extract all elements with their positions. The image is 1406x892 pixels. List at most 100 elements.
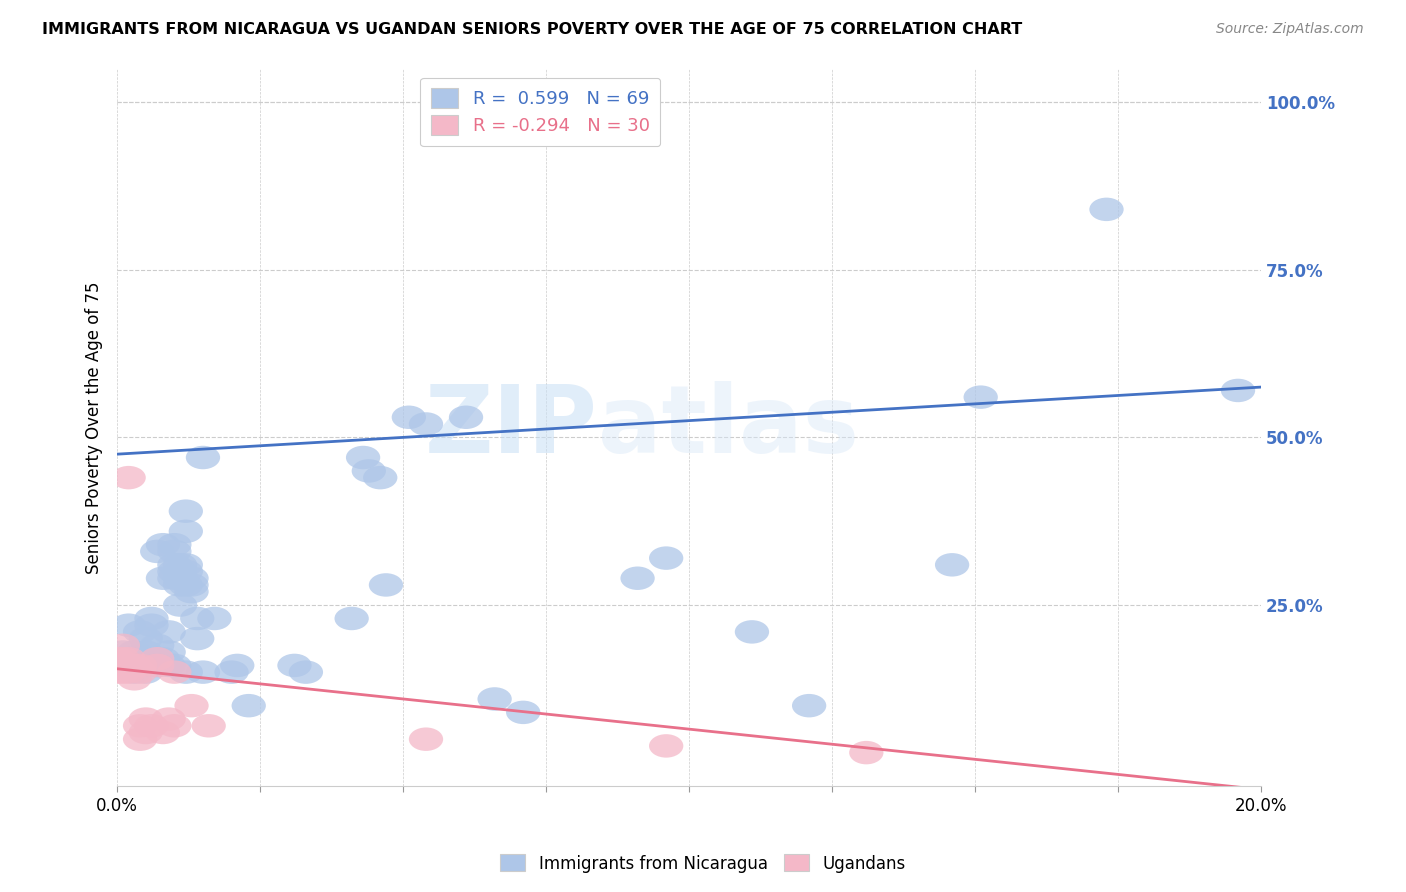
Ellipse shape	[174, 574, 208, 597]
Ellipse shape	[174, 566, 208, 590]
Ellipse shape	[152, 640, 186, 664]
Ellipse shape	[152, 654, 186, 677]
Ellipse shape	[288, 660, 323, 684]
Ellipse shape	[141, 540, 174, 563]
Ellipse shape	[117, 660, 152, 684]
Ellipse shape	[122, 620, 157, 644]
Ellipse shape	[117, 667, 152, 690]
Ellipse shape	[122, 654, 157, 677]
Ellipse shape	[620, 566, 655, 590]
Ellipse shape	[128, 707, 163, 731]
Ellipse shape	[146, 721, 180, 744]
Text: IMMIGRANTS FROM NICARAGUA VS UGANDAN SENIORS POVERTY OVER THE AGE OF 75 CORRELAT: IMMIGRANTS FROM NICARAGUA VS UGANDAN SEN…	[42, 22, 1022, 37]
Ellipse shape	[157, 540, 191, 563]
Ellipse shape	[335, 607, 368, 631]
Ellipse shape	[214, 660, 249, 684]
Ellipse shape	[122, 654, 157, 677]
Ellipse shape	[650, 547, 683, 570]
Ellipse shape	[169, 553, 202, 576]
Ellipse shape	[111, 466, 146, 490]
Ellipse shape	[111, 614, 146, 637]
Ellipse shape	[135, 647, 169, 671]
Ellipse shape	[849, 741, 883, 764]
Ellipse shape	[100, 647, 135, 671]
Ellipse shape	[478, 687, 512, 711]
Ellipse shape	[122, 660, 157, 684]
Ellipse shape	[1220, 379, 1256, 402]
Ellipse shape	[141, 633, 174, 657]
Ellipse shape	[368, 574, 404, 597]
Ellipse shape	[105, 660, 141, 684]
Ellipse shape	[122, 728, 157, 751]
Ellipse shape	[135, 614, 169, 637]
Ellipse shape	[186, 446, 221, 469]
Ellipse shape	[105, 633, 141, 657]
Ellipse shape	[128, 627, 163, 650]
Ellipse shape	[105, 654, 141, 677]
Ellipse shape	[935, 553, 969, 576]
Ellipse shape	[792, 694, 827, 717]
Ellipse shape	[277, 654, 312, 677]
Ellipse shape	[163, 553, 197, 576]
Ellipse shape	[111, 647, 146, 671]
Ellipse shape	[174, 694, 208, 717]
Ellipse shape	[169, 519, 202, 543]
Ellipse shape	[135, 714, 169, 738]
Text: Source: ZipAtlas.com: Source: ZipAtlas.com	[1216, 22, 1364, 37]
Ellipse shape	[111, 660, 146, 684]
Ellipse shape	[180, 627, 214, 650]
Ellipse shape	[157, 714, 191, 738]
Ellipse shape	[363, 466, 398, 490]
Ellipse shape	[128, 660, 163, 684]
Ellipse shape	[141, 654, 174, 677]
Ellipse shape	[163, 566, 197, 590]
Ellipse shape	[163, 593, 197, 616]
Ellipse shape	[100, 660, 135, 684]
Ellipse shape	[128, 721, 163, 744]
Ellipse shape	[409, 728, 443, 751]
Ellipse shape	[186, 660, 221, 684]
Ellipse shape	[141, 654, 174, 677]
Ellipse shape	[169, 500, 202, 523]
Ellipse shape	[1090, 198, 1123, 221]
Ellipse shape	[409, 412, 443, 435]
Ellipse shape	[141, 647, 174, 671]
Ellipse shape	[122, 714, 157, 738]
Ellipse shape	[392, 406, 426, 429]
Ellipse shape	[163, 560, 197, 583]
Text: ZIP: ZIP	[425, 382, 598, 474]
Ellipse shape	[105, 640, 141, 664]
Ellipse shape	[169, 660, 202, 684]
Ellipse shape	[117, 654, 152, 677]
Ellipse shape	[146, 566, 180, 590]
Ellipse shape	[232, 694, 266, 717]
Ellipse shape	[197, 607, 232, 631]
Ellipse shape	[191, 714, 226, 738]
Ellipse shape	[157, 553, 191, 576]
Ellipse shape	[157, 566, 191, 590]
Ellipse shape	[163, 574, 197, 597]
Y-axis label: Seniors Poverty Over the Age of 75: Seniors Poverty Over the Age of 75	[86, 281, 103, 574]
Ellipse shape	[169, 560, 202, 583]
Ellipse shape	[146, 647, 180, 671]
Ellipse shape	[152, 707, 186, 731]
Ellipse shape	[449, 406, 484, 429]
Ellipse shape	[157, 654, 191, 677]
Ellipse shape	[105, 647, 141, 671]
Legend: Immigrants from Nicaragua, Ugandans: Immigrants from Nicaragua, Ugandans	[494, 847, 912, 880]
Ellipse shape	[650, 734, 683, 757]
Ellipse shape	[346, 446, 380, 469]
Ellipse shape	[111, 654, 146, 677]
Ellipse shape	[352, 459, 387, 483]
Ellipse shape	[128, 640, 163, 664]
Ellipse shape	[157, 560, 191, 583]
Text: atlas: atlas	[598, 382, 859, 474]
Ellipse shape	[157, 533, 191, 557]
Ellipse shape	[157, 660, 191, 684]
Ellipse shape	[506, 700, 540, 724]
Ellipse shape	[963, 385, 998, 409]
Ellipse shape	[135, 607, 169, 631]
Ellipse shape	[735, 620, 769, 644]
Ellipse shape	[146, 533, 180, 557]
Ellipse shape	[180, 607, 214, 631]
